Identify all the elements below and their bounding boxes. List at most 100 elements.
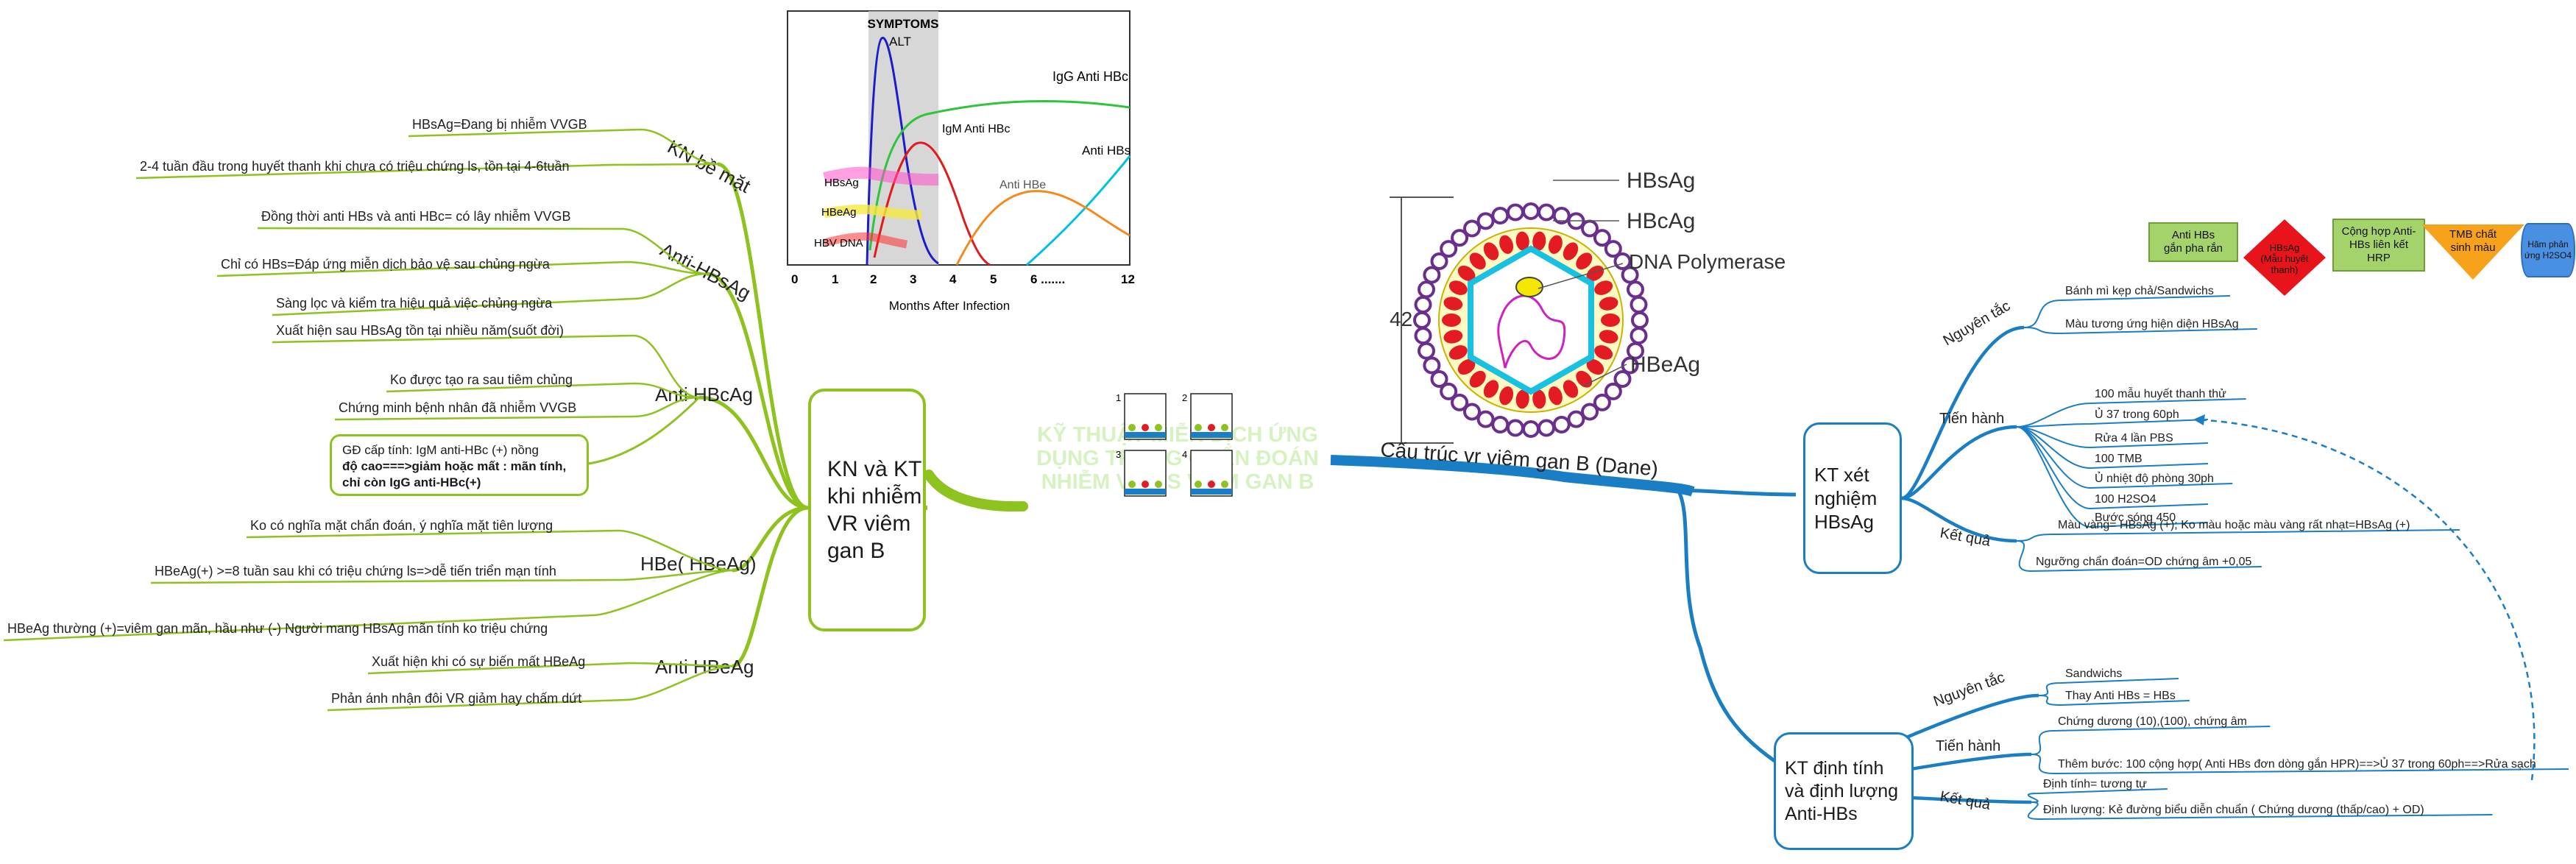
right-branch-label[interactable]: Tiến hành: [1939, 411, 2004, 427]
capsid: [1468, 245, 1594, 395]
surface-protein: [1423, 356, 1441, 375]
well-antibody: [1155, 424, 1162, 431]
well-number: 3: [1116, 449, 1121, 460]
well: [1190, 450, 1233, 497]
surface-protein: [1613, 370, 1632, 389]
surface-protein: [1476, 410, 1495, 428]
right-top-topic-line: HBsAg: [1814, 511, 1874, 533]
hbv-dna-curve-label: HBV DNA: [814, 237, 863, 249]
igm-note-line: độ cao===>giảm hoặc mất : mãn tính,: [342, 459, 567, 473]
curve-anti-hbe: [955, 190, 1130, 266]
well-number: 4: [1182, 449, 1187, 460]
left-branch-label[interactable]: Anti HBcAg: [655, 383, 753, 406]
well-antibody: [1221, 424, 1228, 431]
surface-protein: [1430, 370, 1448, 389]
legend-shape-conjugate: [2332, 219, 2425, 272]
legend-item: Cộng hợp Anti- HBs liên kết HRP: [2333, 219, 2424, 271]
well-antibody: [1128, 424, 1136, 431]
left-child-text: HBeAg(+) >=8 tuần sau khi có triệu chứng…: [155, 563, 556, 578]
legend-item-text: thanh): [2271, 263, 2299, 275]
left-child-line: [257, 227, 707, 275]
left-child-line: [327, 665, 733, 712]
legend-item-text: HRP: [2367, 252, 2391, 264]
core-protein: [1457, 265, 1476, 282]
core-protein: [1532, 231, 1546, 251]
x-tick-label: 6 .......: [1030, 272, 1065, 286]
surface-protein: [1417, 280, 1435, 299]
left-child-line: [150, 569, 733, 584]
right-child-text: Định lượng: Kẻ đường biểu diễn chuẩn ( C…: [2043, 802, 2424, 816]
surface-protein: [1593, 229, 1611, 247]
surface-protein: [1538, 203, 1556, 222]
left-child-line: [3, 569, 733, 642]
surface-antigen-ring: [1413, 202, 1649, 438]
x-tick-label: 5: [990, 272, 997, 286]
elisa-well-figures: 1 2 3 4: [1116, 392, 1233, 497]
right-bottom-topic-box[interactable]: KT định tính và định lượng Anti-HBs: [1774, 732, 1914, 850]
virus-label-hbcag: HBcAg: [1627, 209, 1695, 233]
curve-anti-hbs: [1026, 155, 1131, 266]
note-link: [588, 396, 701, 465]
left-topic-line: VR viêm: [827, 511, 911, 536]
right-branch-label[interactable]: Tiến hành: [1936, 738, 2000, 754]
legend-shape-hbsag: [2243, 219, 2326, 296]
core-protein: [1499, 235, 1514, 254]
core-protein: [1442, 314, 1461, 327]
x-tick-label: 4: [949, 272, 957, 286]
central-title-line-3: NHIỄM VIRUS VIÊM GAN B: [1041, 469, 1314, 494]
well-base: [1125, 432, 1166, 438]
surface-protein: [1451, 393, 1469, 411]
left-child-text: Phản ánh nhận đôi VR giảm hay chấm dứt: [331, 691, 581, 706]
right-branch-trunk: [1901, 425, 2017, 500]
right-child-line: [2016, 426, 2209, 528]
right-branch-label[interactable]: Nguyên tắc: [1940, 297, 2013, 350]
anti-hbs-label: Anti HBs: [1082, 144, 1130, 157]
core-protein: [1532, 389, 1546, 409]
core-protein: [1599, 297, 1618, 311]
surface-protein: [1631, 311, 1649, 329]
central-right-link: [1330, 455, 1695, 497]
right-branch-trunk: [1901, 325, 2025, 500]
left-branch-label[interactable]: Anti-HBsAg: [657, 238, 754, 305]
legend-item: TMB chất sinh màu: [2429, 224, 2517, 258]
left-branch-label[interactable]: HBe( HBeAg): [640, 553, 757, 575]
legend: [2148, 219, 2524, 296]
right-top-topic-box[interactable]: KT xét nghiệm HBsAg: [1803, 422, 1902, 574]
core-protein: [1586, 265, 1604, 282]
legend-item-text: Anti HBs: [2171, 229, 2215, 241]
surface-protein: [1604, 382, 1622, 400]
left-child-line: [334, 396, 700, 421]
viral-dna: [1497, 294, 1566, 369]
igm-note[interactable]: GĐ cấp tính: IgM anti-HBc (+) nồng độ ca…: [330, 434, 589, 496]
igm-note-line: chỉ còn IgG anti-HBc(+): [342, 475, 481, 489]
legend-item-text: ứng H2SO4: [2524, 250, 2572, 261]
left-topic-line: khi nhiễm: [827, 484, 922, 509]
curve-hbv-dna: [823, 232, 907, 249]
right-child-text: Rửa 4 lần PBS: [2095, 432, 2173, 445]
connections: [891, 414, 2536, 781]
surface-protein: [1567, 410, 1585, 428]
left-branch-label[interactable]: Anti HBeAg: [655, 656, 754, 678]
left-child-text: HBsAg=Đang bị nhiễm VVGB: [412, 116, 587, 132]
left-branch-trunk: [717, 162, 809, 510]
right-child-text: 100 H2SO4: [2095, 493, 2156, 506]
right-branch-label[interactable]: Kết quả: [1939, 788, 1992, 813]
well-number: 1: [1116, 392, 1121, 403]
right-branch-trunk: [1901, 496, 2017, 543]
surface-protein: [1414, 327, 1432, 345]
right-branch-label[interactable]: Kết quả: [1939, 525, 1992, 550]
infection-chart: SYMPTOMS ALT IgG Anti HBc IgM Anti HBc A…: [787, 10, 1135, 313]
legend-item-text: TMB chất: [2449, 228, 2497, 241]
surface-protein: [1522, 420, 1540, 438]
left-child-text: Xuất hiện sau HBsAg tồn tại nhiều năm(su…: [276, 323, 564, 338]
left-child-line: [408, 128, 718, 166]
left-topic-box[interactable]: KN và KT khi nhiễm VR viêm gan B: [808, 389, 926, 631]
well-number: 2: [1182, 392, 1187, 403]
core-protein: [1483, 242, 1499, 261]
well: [1124, 450, 1167, 497]
left-child-text: Ko được tạo ra sau tiêm chủng: [390, 372, 573, 387]
left-branch-label[interactable]: KN bề mặt: [664, 135, 754, 198]
core-protein: [1515, 231, 1529, 251]
core-protein: [1548, 235, 1563, 254]
